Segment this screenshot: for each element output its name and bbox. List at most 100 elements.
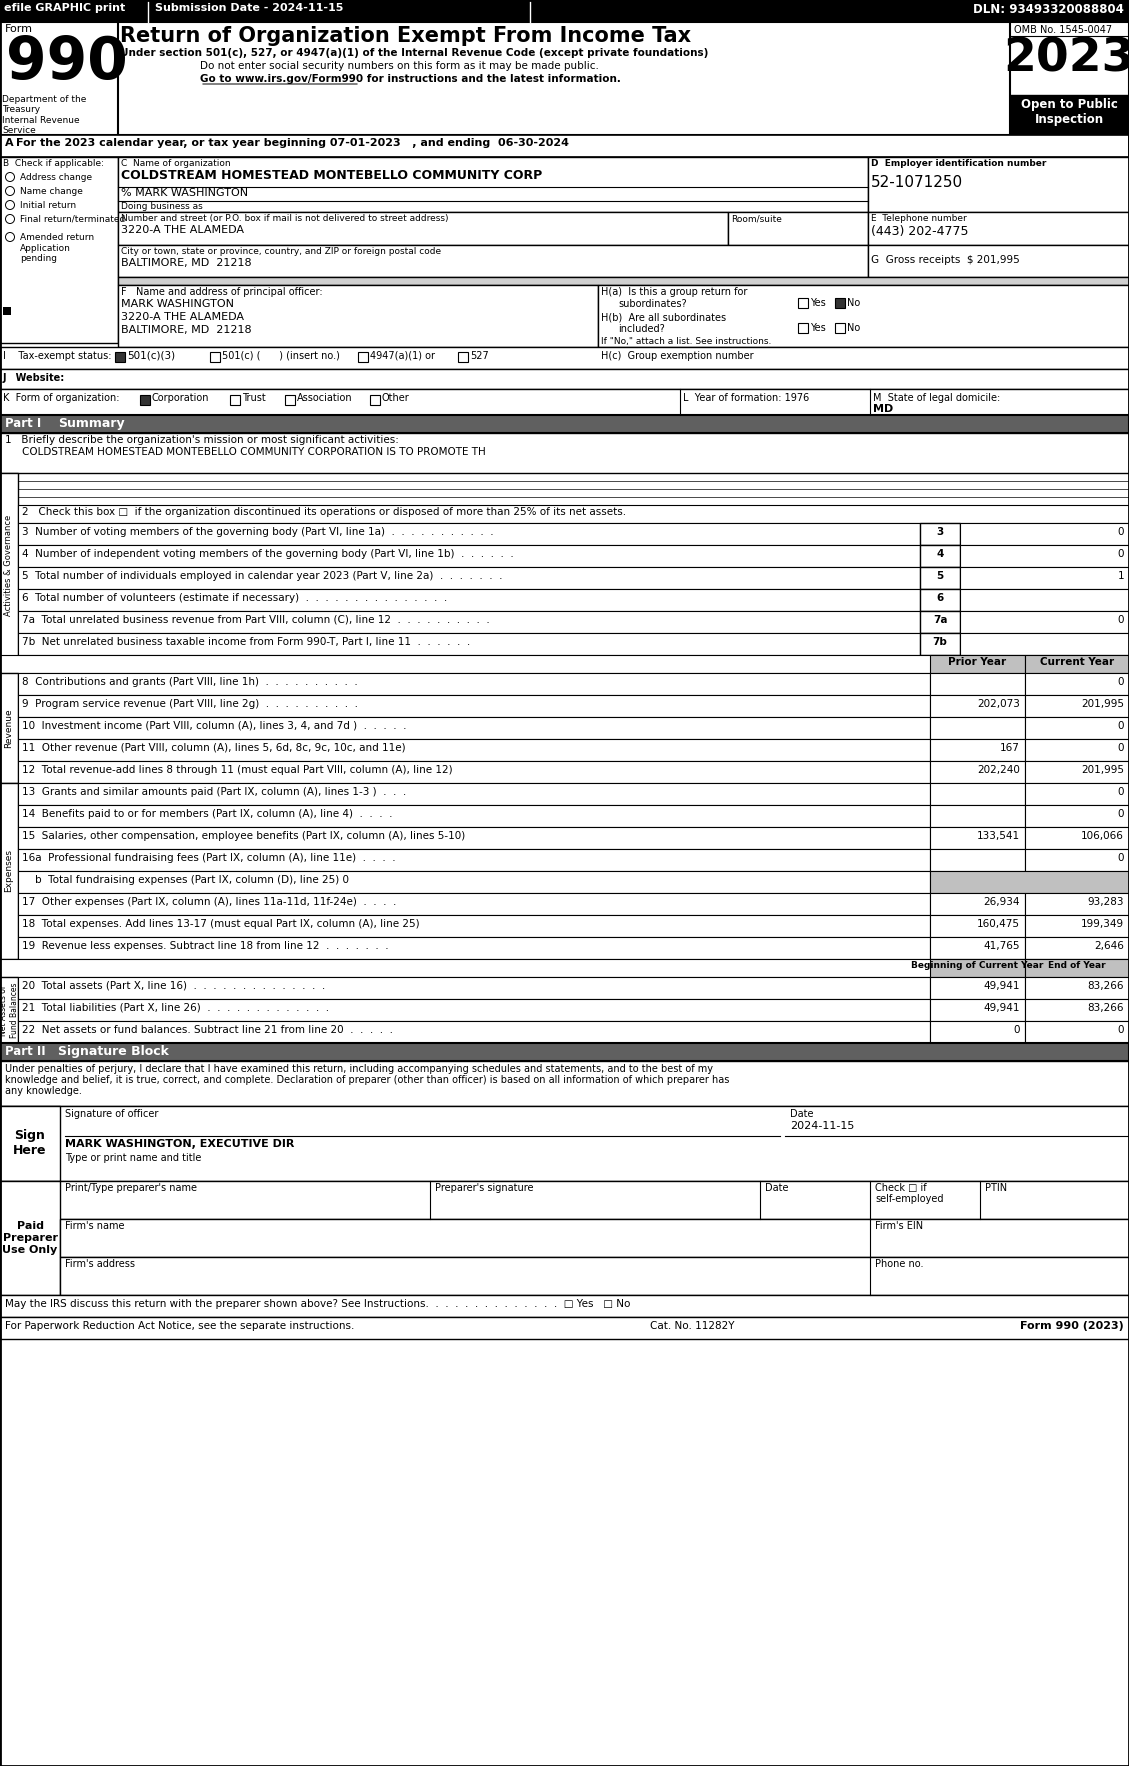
Bar (1025, 938, 1129, 959)
Text: 12  Total revenue-add lines 8 through 11 (must equal Part VIII, column (A), line: 12 Total revenue-add lines 8 through 11 … (21, 765, 453, 775)
Text: Submission Date - 2024-11-15: Submission Date - 2024-11-15 (155, 4, 343, 12)
Bar (1025, 696, 1129, 717)
Text: 6: 6 (936, 593, 944, 602)
Text: Initial return: Initial return (20, 201, 76, 210)
Bar (930, 1000, 1025, 1021)
Bar (18, 1021, 930, 1044)
Text: 83,266: 83,266 (1087, 1003, 1124, 1014)
Text: BALTIMORE, MD  21218: BALTIMORE, MD 21218 (121, 258, 252, 268)
Text: Current Year: Current Year (1040, 657, 1114, 668)
Text: MARK WASHINGTON, EXECUTIVE DIR: MARK WASHINGTON, EXECUTIVE DIR (65, 1139, 295, 1150)
Bar (370, 396, 380, 404)
Text: 0: 0 (1118, 853, 1124, 864)
Bar (358, 351, 368, 362)
Bar (18, 611, 920, 632)
Text: pending: pending (20, 254, 56, 263)
Text: 20  Total assets (Part X, line 16)  .  .  .  .  .  .  .  .  .  .  .  .  .  .: 20 Total assets (Part X, line 16) . . . … (21, 980, 325, 991)
Bar (18, 1000, 930, 1021)
Text: If "No," attach a list. See instructions.: If "No," attach a list. See instructions… (601, 337, 771, 346)
Text: MD: MD (873, 404, 893, 413)
Bar (0, 1181, 60, 1294)
Bar (930, 894, 1025, 915)
Bar (920, 611, 960, 632)
Circle shape (6, 187, 15, 196)
Bar (18, 673, 930, 696)
Bar (930, 938, 1025, 959)
Text: 0: 0 (1118, 721, 1124, 731)
Text: COLDSTREAM HOMESTEAD MONTEBELLO COMMUNITY CORP: COLDSTREAM HOMESTEAD MONTEBELLO COMMUNIT… (121, 170, 542, 182)
Text: Paid
Preparer
Use Only: Paid Preparer Use Only (2, 1222, 58, 1254)
Text: 201,995: 201,995 (1080, 699, 1124, 708)
Circle shape (6, 214, 15, 224)
Text: Phone no.: Phone no. (875, 1259, 924, 1270)
Bar (798, 298, 808, 307)
Text: 49,941: 49,941 (983, 1003, 1019, 1014)
Text: Part II: Part II (5, 1045, 45, 1058)
Bar (930, 655, 1025, 673)
Text: 22  Net assets or fund balances. Subtract line 21 from line 20  .  .  .  .  .: 22 Net assets or fund balances. Subtract… (21, 1024, 393, 1035)
Text: Go to www.irs.gov/Form990 for instructions and the latest information.: Go to www.irs.gov/Form990 for instructio… (200, 74, 621, 85)
Text: Expenses: Expenses (5, 849, 14, 892)
Text: L  Year of formation: 1976: L Year of formation: 1976 (683, 394, 809, 403)
Bar (18, 894, 930, 915)
Text: 19  Revenue less expenses. Subtract line 18 from line 12  .  .  .  .  .  .  .: 19 Revenue less expenses. Subtract line … (21, 941, 388, 952)
Bar (18, 938, 930, 959)
Text: No: No (847, 298, 860, 307)
Bar (1025, 717, 1129, 738)
Bar (868, 212, 1129, 245)
Text: 3: 3 (936, 526, 944, 537)
Text: efile GRAPHIC print: efile GRAPHIC print (5, 4, 125, 12)
Text: 3220-A THE ALAMEDA: 3220-A THE ALAMEDA (121, 313, 244, 321)
Text: Firm's EIN: Firm's EIN (875, 1220, 924, 1231)
Text: 4947(a)(1) or: 4947(a)(1) or (370, 351, 435, 360)
Bar (1025, 738, 1129, 761)
Text: 202,240: 202,240 (977, 765, 1019, 775)
Text: Date: Date (765, 1183, 788, 1194)
Bar (230, 396, 240, 404)
Bar (119, 245, 868, 277)
Text: knowledge and belief, it is true, correct, and complete. Declaration of preparer: knowledge and belief, it is true, correc… (5, 1075, 729, 1084)
Bar (798, 323, 808, 334)
Bar (18, 805, 930, 826)
Text: G  Gross receipts  $ 201,995: G Gross receipts $ 201,995 (870, 254, 1019, 265)
Bar (3, 307, 11, 314)
Text: Final return/terminated: Final return/terminated (20, 215, 125, 224)
Text: I    Tax-exempt status:: I Tax-exempt status: (3, 351, 112, 360)
Bar (0, 1106, 1129, 1181)
Text: 41,765: 41,765 (983, 941, 1019, 952)
Bar (1025, 959, 1129, 977)
Text: Prior Year: Prior Year (948, 657, 1006, 668)
Bar (18, 546, 920, 567)
Bar (0, 1181, 1129, 1219)
Text: Signature of officer: Signature of officer (65, 1109, 158, 1120)
Bar (0, 1061, 1129, 1106)
Bar (1010, 95, 1129, 134)
Bar (18, 696, 930, 717)
Text: Form 990 (2023): Form 990 (2023) (1021, 1321, 1124, 1332)
Text: % MARK WASHINGTON: % MARK WASHINGTON (121, 187, 248, 198)
Text: 0: 0 (1118, 526, 1124, 537)
Text: DLN: 93493320088804: DLN: 93493320088804 (973, 4, 1124, 16)
Text: Yes: Yes (809, 323, 825, 334)
Bar (1025, 655, 1129, 673)
Text: 990: 990 (6, 34, 128, 92)
Text: H(c)  Group exemption number: H(c) Group exemption number (601, 351, 754, 360)
Bar (1025, 826, 1129, 849)
Bar (1025, 782, 1129, 805)
Bar (18, 915, 930, 938)
Text: 5  Total number of individuals employed in calendar year 2023 (Part V, line 2a) : 5 Total number of individuals employed i… (21, 570, 502, 581)
Bar (0, 415, 1129, 433)
Bar (0, 21, 1129, 134)
Text: Firm's name: Firm's name (65, 1220, 124, 1231)
Bar (960, 523, 1129, 546)
Text: 1   Briefly describe the organization's mission or most significant activities:: 1 Briefly describe the organization's mi… (5, 434, 399, 445)
Bar (728, 212, 868, 245)
Text: Other: Other (382, 394, 410, 403)
Text: 7a  Total unrelated business revenue from Part VIII, column (C), line 12  .  .  : 7a Total unrelated business revenue from… (21, 615, 490, 625)
Circle shape (6, 201, 15, 210)
Text: 7a: 7a (933, 615, 947, 625)
Text: D  Employer identification number: D Employer identification number (870, 159, 1047, 168)
Bar (1025, 805, 1129, 826)
Text: F   Name and address of principal officer:: F Name and address of principal officer: (121, 288, 323, 297)
Text: For the 2023 calendar year, or tax year beginning 07-01-2023   , and ending  06-: For the 2023 calendar year, or tax year … (16, 138, 569, 148)
